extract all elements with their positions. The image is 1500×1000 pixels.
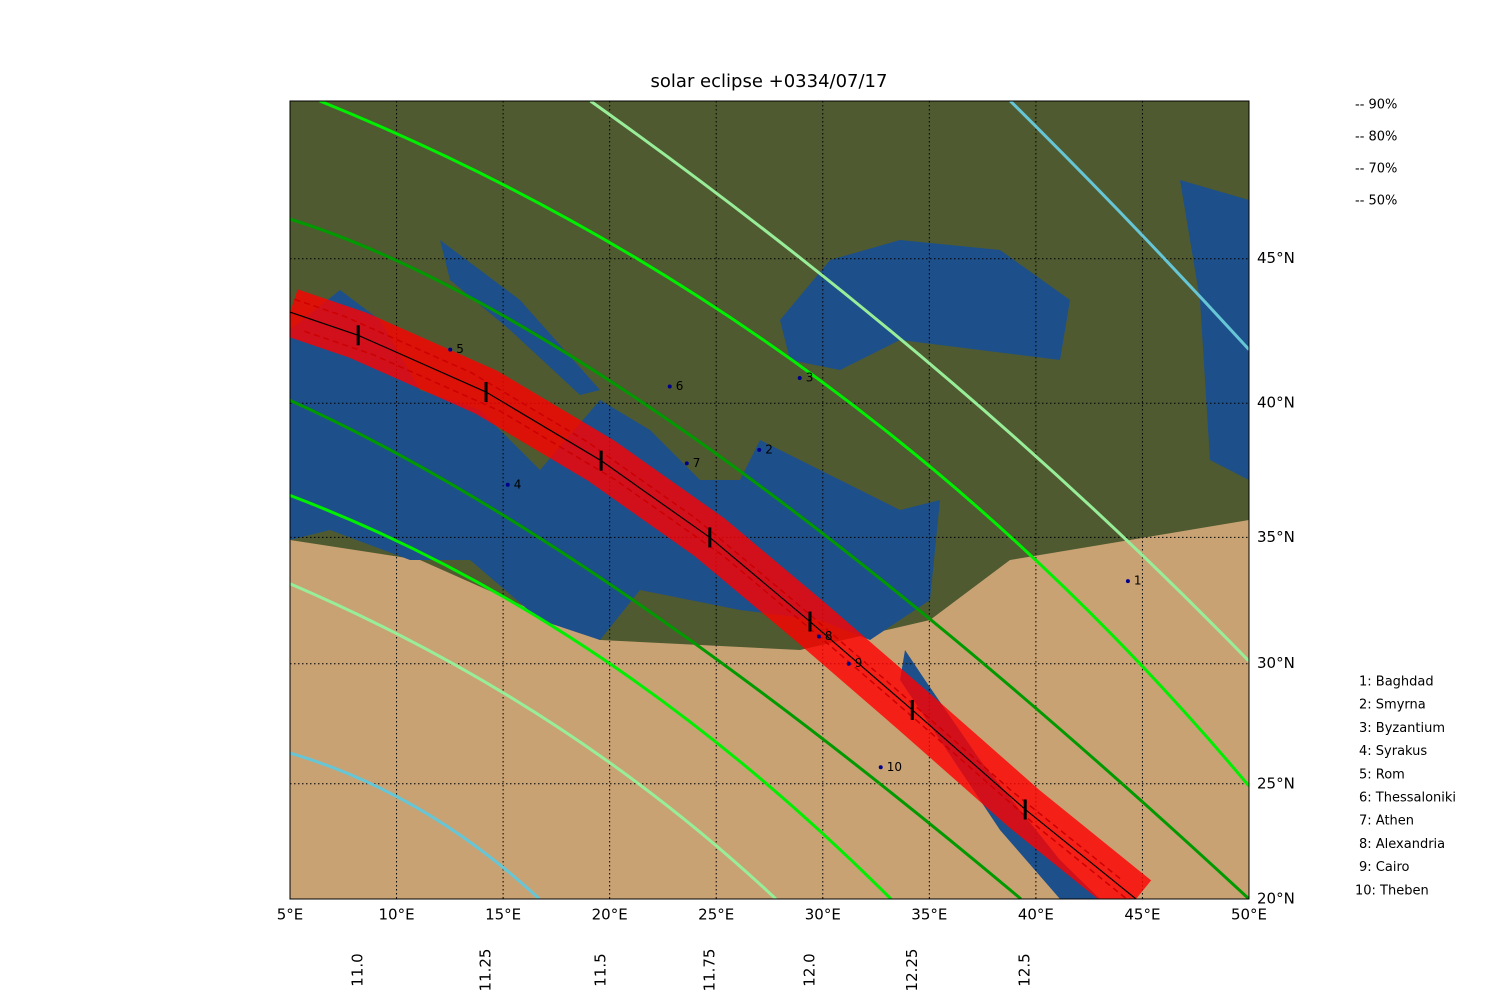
city-number: 10 xyxy=(887,760,902,774)
city-list-entry: 8: Alexandria xyxy=(1359,837,1445,852)
city-list-entry: 3: Byzantium xyxy=(1359,721,1445,736)
black-sea xyxy=(780,240,1070,370)
city-marker xyxy=(757,447,762,452)
city-list-entry: 4: Syrakus xyxy=(1359,744,1427,759)
caspian-sea xyxy=(1180,180,1249,480)
x-tick-label: 10°E xyxy=(379,906,415,924)
city-list-entry: 9: Cairo xyxy=(1359,860,1409,875)
x-tick-label: 25°E xyxy=(698,906,734,924)
time-label: 11.5 xyxy=(592,953,610,986)
city-number: 9 xyxy=(855,656,863,670)
city-number: 3 xyxy=(806,371,814,385)
x-tick-label: 15°E xyxy=(485,906,521,924)
city-marker xyxy=(797,376,802,381)
magnitude-line xyxy=(290,399,1022,899)
magnitude-line xyxy=(319,101,1249,788)
city-marker xyxy=(846,661,851,666)
city-marker xyxy=(816,634,821,639)
y-tick-label: 35°N xyxy=(1257,528,1295,546)
magnitude-line xyxy=(1009,101,1249,351)
city-number: 8 xyxy=(825,629,833,643)
city-marker xyxy=(878,765,883,770)
x-tick-label: 30°E xyxy=(805,906,841,924)
y-tick-label: 30°N xyxy=(1257,654,1295,672)
legend-entry: -- 80% xyxy=(1355,130,1397,145)
time-label: 11.75 xyxy=(700,949,718,992)
x-tick-label: 45°E xyxy=(1124,906,1160,924)
city-marker xyxy=(505,482,510,487)
y-tick-label: 20°N xyxy=(1257,890,1295,908)
x-tick-label: 20°E xyxy=(592,906,628,924)
magnitude-line xyxy=(290,751,541,899)
city-marker xyxy=(684,461,689,466)
time-label: 12.0 xyxy=(800,953,818,986)
x-tick-label: 40°E xyxy=(1018,906,1054,924)
red-sea xyxy=(900,650,1100,899)
magnitude-line xyxy=(290,494,893,899)
city-list-entry: 1: Baghdad xyxy=(1359,675,1434,690)
x-tick-label: 5°E xyxy=(277,906,304,924)
city-list-entry: 2: Smyrna xyxy=(1359,698,1426,713)
y-tick-label: 45°N xyxy=(1257,249,1295,267)
band-edge xyxy=(304,330,1128,899)
time-label: 12.5 xyxy=(1016,953,1034,986)
band-edge xyxy=(290,296,1123,881)
adriatic xyxy=(440,240,600,395)
time-label: 11.25 xyxy=(477,949,495,992)
legend-entry: -- 70% xyxy=(1355,162,1397,177)
city-marker xyxy=(667,384,672,389)
city-number: 7 xyxy=(693,456,701,470)
city-number: 1 xyxy=(1134,574,1142,588)
time-label: 11.0 xyxy=(349,953,367,986)
magnitude-line xyxy=(290,582,777,899)
city-number: 4 xyxy=(514,477,522,491)
city-list-entry: 10: Theben xyxy=(1355,883,1429,898)
legend-entry: -- 90% xyxy=(1355,98,1397,113)
title: solar eclipse +0334/07/17 xyxy=(651,71,888,92)
legend-entry: -- 50% xyxy=(1355,194,1397,209)
city-marker xyxy=(1125,579,1130,584)
city-list-entry: 7: Athen xyxy=(1359,814,1414,829)
city-number: 6 xyxy=(676,379,684,393)
city-number: 5 xyxy=(456,342,464,356)
city-marker xyxy=(448,347,453,352)
city-list-entry: 5: Rom xyxy=(1359,767,1405,782)
city-number: 2 xyxy=(765,442,773,456)
magnitude-line xyxy=(290,217,1249,899)
magnitude-line xyxy=(589,101,1249,663)
city-list-entry: 6: Thessaloniki xyxy=(1359,791,1456,806)
map-frame xyxy=(289,100,1250,900)
y-tick-label: 25°N xyxy=(1257,774,1295,792)
x-tick-label: 35°E xyxy=(911,906,947,924)
time-label: 12.25 xyxy=(903,949,921,992)
basemap xyxy=(290,101,1249,899)
y-tick-label: 40°N xyxy=(1257,394,1295,412)
x-tick-label: 50°E xyxy=(1231,906,1267,924)
